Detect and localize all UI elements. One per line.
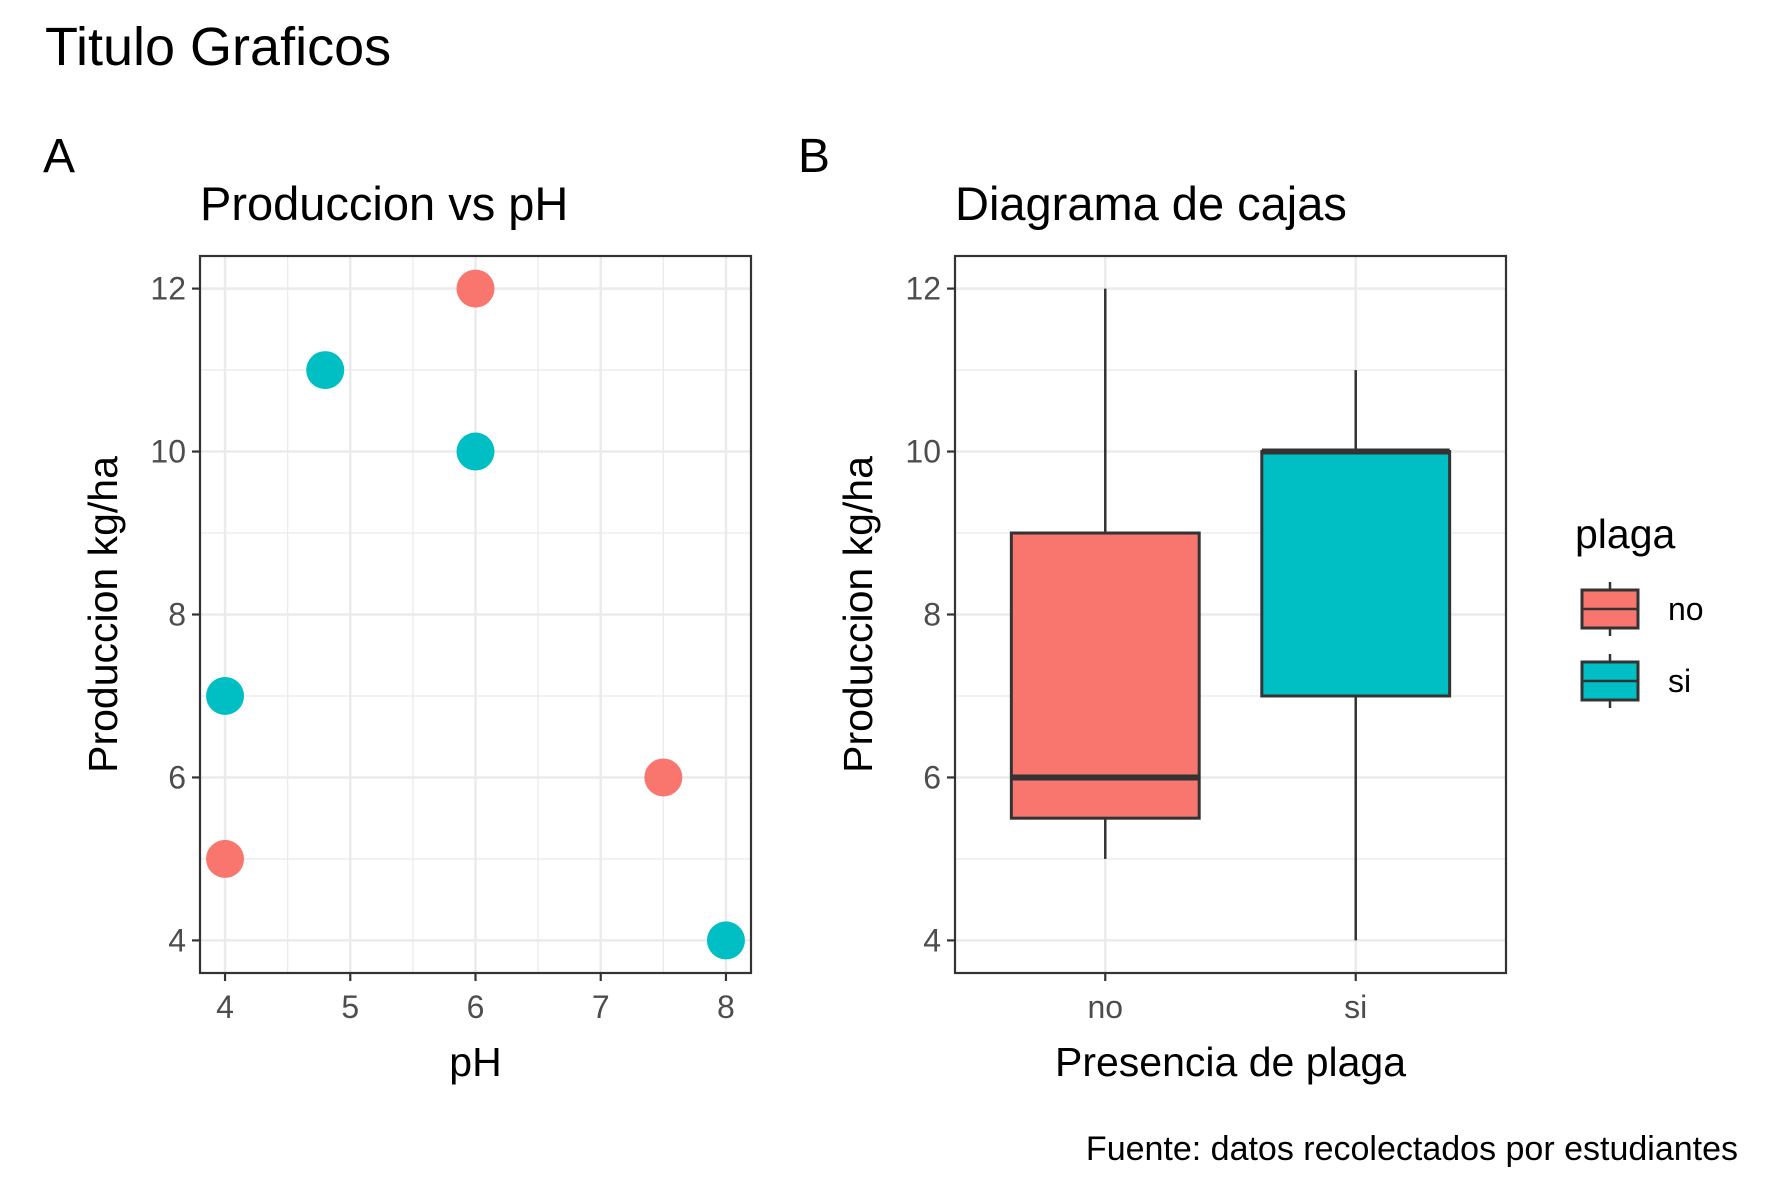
scatter-x-axis-title: pH [449, 1039, 501, 1085]
boxplot-x-axis-title: Presencia de plaga [1055, 1039, 1406, 1085]
scatter-y-axis-title: Produccion kg/ha [80, 456, 126, 773]
scatter-y-tick-label: 6 [168, 759, 186, 795]
scatter-y-tick-label: 8 [168, 597, 186, 633]
legend-title: plaga [1575, 511, 1676, 557]
boxplot-y-axis-title: Produccion kg/ha [835, 456, 881, 773]
scatter-point-si [206, 676, 245, 715]
scatter-point-si [706, 921, 745, 960]
panel-tag-b: B [798, 130, 830, 183]
panel-tag-a: A [43, 130, 75, 183]
legend-label-no: no [1668, 591, 1704, 627]
scatter-point-no [456, 269, 495, 308]
figure-title: Titulo Graficos [45, 17, 391, 77]
scatter-grid [200, 256, 751, 973]
scatter-point-no [644, 758, 683, 797]
boxplot-y-tick-label: 6 [923, 759, 941, 795]
scatter-x-tick-label: 6 [467, 989, 485, 1025]
boxplot-axes: 4 6 8 10 12 no si [905, 271, 1367, 1025]
scatter-y-tick-label: 12 [150, 271, 186, 307]
boxplot-box-si [1260, 450, 1452, 698]
boxplot-x-tick-label: si [1344, 989, 1367, 1025]
scatter-x-tick-label: 7 [592, 989, 610, 1025]
boxplot-y-tick-label: 12 [905, 271, 941, 307]
scatter-title: Produccion vs pH [200, 177, 568, 230]
boxplot-boxes [1009, 288, 1452, 941]
legend: plaga no si [1575, 511, 1704, 708]
scatter-x-tick-label: 4 [216, 989, 234, 1025]
boxplot-x-tick-label: no [1087, 989, 1123, 1025]
scatter-y-tick-label: 10 [150, 434, 186, 470]
legend-label-si: si [1668, 663, 1691, 699]
scatter-point-si [456, 432, 495, 471]
boxplot-box-no [1009, 531, 1201, 820]
boxplot-y-tick-label: 10 [905, 434, 941, 470]
scatter-axes: 4 5 6 7 8 4 6 8 10 12 [150, 271, 734, 1025]
scatter-x-tick-label: 8 [717, 989, 735, 1025]
figure-caption: Fuente: datos recolectados por estudiant… [1086, 1130, 1738, 1168]
boxplot-y-tick-label: 8 [923, 597, 941, 633]
boxplot-y-tick-label: 4 [923, 922, 941, 958]
scatter-y-tick-label: 4 [168, 922, 186, 958]
scatter-points [206, 269, 745, 960]
scatter-x-tick-label: 5 [341, 989, 359, 1025]
scatter-point-si [306, 351, 345, 390]
boxplot-title: Diagrama de cajas [955, 177, 1347, 230]
scatter-point-no [206, 839, 245, 878]
